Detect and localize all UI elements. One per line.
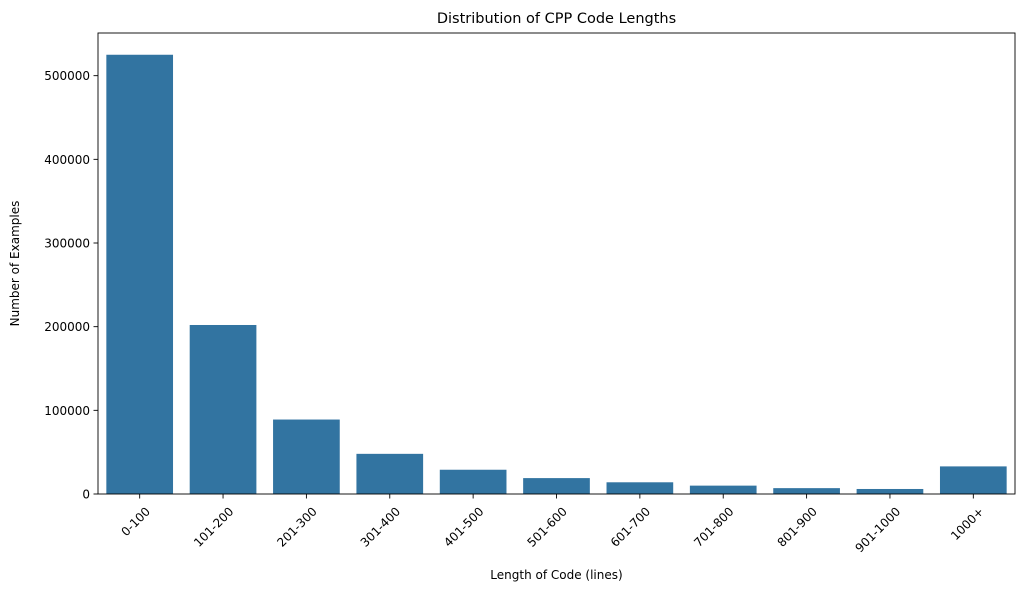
bar-701-800 [689, 485, 757, 494]
bar-601-700 [606, 482, 674, 494]
x-tick-label: 701-800 [691, 504, 736, 549]
x-tick-label: 1000+ [948, 504, 987, 543]
bar-301-400 [356, 453, 424, 494]
y-tick-label: 500000 [44, 69, 90, 83]
y-tick-label: 0 [82, 488, 90, 502]
x-tick-label: 501-600 [524, 504, 569, 549]
x-axis-label: Length of Code (lines) [490, 568, 622, 582]
x-axis: 0-100 101-200 201-300 301-400 401-500 501-600… [118, 494, 987, 555]
x-tick-label: 801-900 [775, 504, 820, 549]
x-tick-label: 401-500 [441, 504, 486, 549]
x-tick-label: 601-700 [608, 504, 653, 549]
chart-title: Distribution of CPP Code Lengths [437, 11, 676, 27]
bar-801-900 [773, 488, 840, 494]
bar-0-100 [106, 54, 174, 494]
bar-101-200 [189, 324, 257, 494]
x-tick-label: 201-300 [274, 504, 319, 549]
y-tick-label: 200000 [44, 320, 90, 334]
y-tick-label: 300000 [44, 237, 90, 251]
bars [106, 54, 1007, 494]
x-tick-label: 901-1000 [853, 504, 904, 555]
y-tick-label: 400000 [44, 153, 90, 167]
x-tick-label: 301-400 [358, 504, 403, 549]
bar-901-1000 [856, 488, 924, 494]
bar-201-300 [273, 419, 340, 494]
x-tick-label: 101-200 [191, 504, 236, 549]
x-tick-label: 0-100 [118, 504, 153, 539]
bar-401-500 [439, 469, 507, 494]
bar-501-600 [523, 478, 590, 494]
bar-1000+ [939, 466, 1007, 494]
y-axis: 0 100000 200000 300000 400000 500000 [44, 69, 98, 502]
y-axis-label: Number of Examples [8, 201, 22, 327]
y-tick-label: 100000 [44, 404, 90, 418]
